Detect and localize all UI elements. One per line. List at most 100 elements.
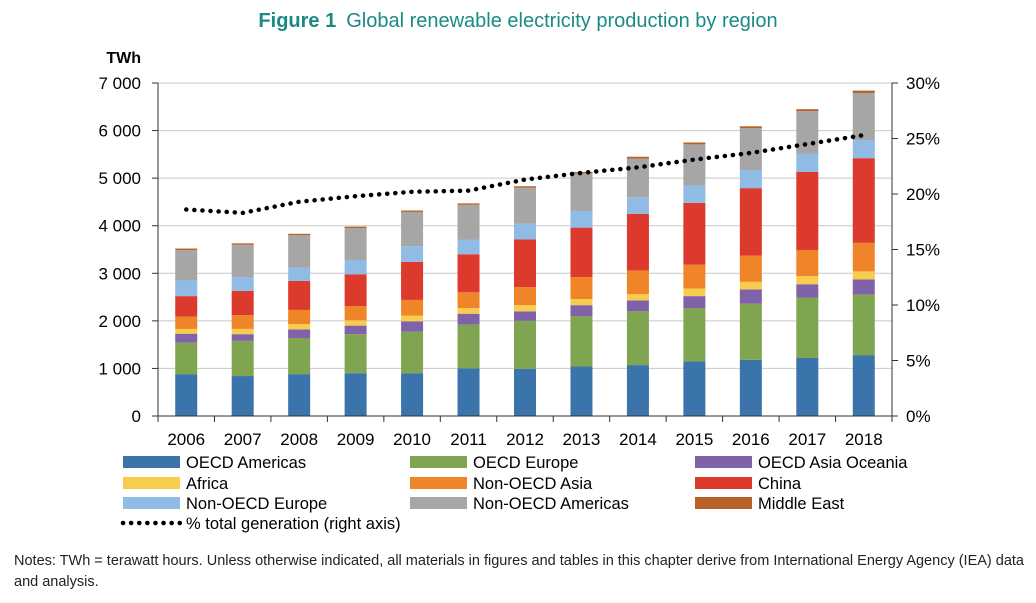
legend-label-china: China	[758, 475, 802, 493]
bar-china-2017	[796, 171, 819, 250]
bar-non-oecd-europe-2017	[796, 153, 819, 172]
legend-label-oecd-europe: OECD Europe	[473, 454, 578, 472]
bar-middle-east-2012	[514, 186, 536, 188]
bar-china-2007	[231, 290, 254, 316]
bar-china-2014	[626, 213, 649, 271]
y2-tick-label: 30%	[906, 74, 940, 93]
legend-swatch-oecd-americas	[123, 456, 180, 468]
bar-china-2018	[852, 158, 875, 243]
legend-swatch-non-oecd-asia	[410, 477, 467, 489]
bar-oecd-europe-2008	[288, 337, 311, 375]
bar-middle-east-2015	[683, 142, 706, 145]
bar-africa-2012	[514, 305, 536, 312]
bar-oecd-europe-2012	[514, 320, 536, 369]
bar-non-oecd-europe-2007	[231, 277, 254, 291]
bar-china-2008	[288, 280, 311, 310]
bar-africa-2011	[457, 308, 480, 314]
x-tick-label: 2008	[280, 430, 318, 449]
bar-oecd-americas-2017	[796, 357, 819, 416]
bar-middle-east-2018	[852, 90, 875, 93]
bar-africa-2014	[626, 294, 649, 301]
legend-label-oecd-asia-oceania: OECD Asia Oceania	[758, 454, 908, 472]
bar-non-oecd-asia-2009	[344, 306, 367, 321]
chart-title: Figure 1 Global renewable electricity pro…	[0, 10, 1036, 33]
bar-non-oecd-europe-2018	[852, 140, 875, 159]
bar-oecd-americas-2013	[570, 366, 593, 416]
bar-oecd-europe-2009	[344, 334, 367, 374]
legend-swatch-oecd-europe	[410, 456, 467, 468]
bar-oecd-americas-2016	[739, 359, 762, 416]
bar-oecd-asia-oceania-2014	[626, 300, 649, 312]
bar-non-oecd-asia-2006	[175, 316, 198, 329]
bar-africa-2017	[796, 276, 819, 285]
bar-non-oecd-asia-2014	[626, 270, 649, 295]
y-tick-label: 3 000	[98, 264, 141, 283]
bar-non-oecd-asia-2010	[401, 299, 424, 316]
bar-oecd-asia-oceania-2008	[288, 329, 311, 338]
x-tick-label: 2018	[845, 430, 883, 449]
bar-oecd-asia-oceania-2007	[231, 334, 254, 341]
legend-label-oecd-americas: OECD Americas	[186, 454, 306, 472]
x-tick-label: 2009	[337, 430, 375, 449]
bar-oecd-americas-2018	[852, 355, 875, 416]
bar-oecd-asia-oceania-2006	[175, 333, 198, 343]
bar-non-oecd-europe-2016	[739, 170, 762, 189]
bar-non-oecd-europe-2010	[401, 246, 424, 262]
legend-swatch-africa	[123, 477, 180, 489]
bar-non-oecd-asia-2011	[457, 292, 480, 309]
x-tick-label: 2012	[506, 430, 544, 449]
legend-swatch-non-oecd-europe	[123, 497, 180, 509]
bar-oecd-americas-2008	[288, 374, 311, 416]
bar-africa-2016	[739, 281, 762, 290]
bar-oecd-europe-2018	[852, 294, 875, 356]
bar-non-oecd-asia-2007	[231, 315, 254, 329]
bar-middle-east-2014	[626, 156, 649, 159]
legend-label-middle-east: Middle East	[758, 495, 845, 513]
bar-non-oecd-americas-2009	[344, 228, 367, 260]
bar-china-2016	[739, 188, 762, 256]
figure-title-text: Global renewable electricity production …	[346, 10, 778, 32]
bar-oecd-asia-oceania-2012	[514, 311, 536, 321]
bar-oecd-americas-2015	[683, 361, 706, 416]
y-tick-label: 7 000	[98, 74, 141, 93]
bar-oecd-europe-2011	[457, 324, 480, 369]
bar-non-oecd-europe-2011	[457, 239, 480, 255]
bar-middle-east-2009	[344, 226, 367, 229]
bar-middle-east-2007	[231, 243, 254, 245]
bar-china-2010	[401, 261, 424, 300]
legend-label-africa: Africa	[186, 475, 229, 493]
bar-oecd-americas-2014	[626, 365, 649, 416]
x-tick-label: 2010	[393, 430, 431, 449]
y-axis-label: TWh	[106, 50, 141, 67]
bar-non-oecd-americas-2017	[796, 111, 819, 154]
y2-tick-label: 25%	[906, 130, 940, 149]
bar-oecd-europe-2007	[231, 340, 254, 377]
legend-label-non-oecd-americas: Non-OECD Americas	[473, 495, 629, 513]
bar-non-oecd-americas-2015	[683, 144, 706, 186]
bar-oecd-europe-2014	[626, 311, 649, 366]
bar-non-oecd-asia-2017	[796, 249, 819, 277]
bar-non-oecd-americas-2010	[401, 211, 424, 247]
bar-non-oecd-americas-2007	[231, 244, 254, 278]
bar-non-oecd-europe-2006	[175, 280, 198, 297]
bar-middle-east-2017	[796, 109, 819, 112]
bar-oecd-asia-oceania-2010	[401, 321, 424, 332]
bar-non-oecd-americas-2018	[852, 92, 875, 141]
legend-label--total-generation-right-axis: % total generation (right axis)	[186, 515, 401, 533]
y2-tick-label: 10%	[906, 296, 940, 315]
bar-oecd-europe-2013	[570, 316, 593, 367]
y-tick-label: 5 000	[98, 169, 141, 188]
y-tick-label: 1 000	[98, 359, 141, 378]
legend-swatch-oecd-asia-oceania	[695, 456, 752, 468]
legend-label-non-oecd-asia: Non-OECD Asia	[473, 475, 593, 493]
bar-oecd-europe-2016	[739, 303, 762, 360]
bar-china-2012	[514, 239, 536, 288]
bar-oecd-americas-2010	[401, 373, 424, 416]
bar-non-oecd-europe-2009	[344, 259, 367, 275]
x-tick-label: 2006	[167, 430, 205, 449]
bar-non-oecd-americas-2012	[514, 187, 536, 224]
legend-swatch-middle-east	[695, 497, 752, 509]
line-percent-total-generation	[183, 132, 867, 216]
bar-africa-2006	[175, 328, 198, 334]
bar-china-2015	[683, 202, 706, 265]
